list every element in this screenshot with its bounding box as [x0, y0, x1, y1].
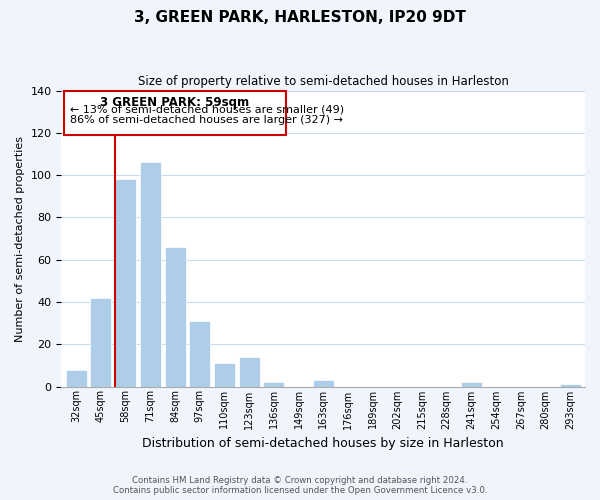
Bar	[91, 298, 112, 386]
Bar	[115, 180, 136, 386]
Text: 3, GREEN PARK, HARLESTON, IP20 9DT: 3, GREEN PARK, HARLESTON, IP20 9DT	[134, 10, 466, 25]
Bar	[313, 380, 334, 386]
Title: Size of property relative to semi-detached houses in Harleston: Size of property relative to semi-detach…	[138, 75, 509, 88]
Bar	[66, 370, 87, 386]
Text: 3 GREEN PARK: 59sqm: 3 GREEN PARK: 59sqm	[100, 96, 250, 109]
Bar	[189, 321, 210, 386]
Bar	[263, 382, 284, 386]
Bar	[214, 364, 235, 386]
Text: ← 13% of semi-detached houses are smaller (49): ← 13% of semi-detached houses are smalle…	[70, 104, 344, 115]
Y-axis label: Number of semi-detached properties: Number of semi-detached properties	[15, 136, 25, 342]
Text: 86% of semi-detached houses are larger (327) →: 86% of semi-detached houses are larger (…	[70, 115, 343, 125]
Bar	[64, 90, 286, 135]
Bar	[239, 357, 260, 386]
X-axis label: Distribution of semi-detached houses by size in Harleston: Distribution of semi-detached houses by …	[142, 437, 504, 450]
Bar	[461, 382, 482, 386]
Bar	[164, 247, 185, 386]
Bar	[560, 384, 581, 386]
Bar	[140, 162, 161, 386]
Text: Contains HM Land Registry data © Crown copyright and database right 2024.
Contai: Contains HM Land Registry data © Crown c…	[113, 476, 487, 495]
